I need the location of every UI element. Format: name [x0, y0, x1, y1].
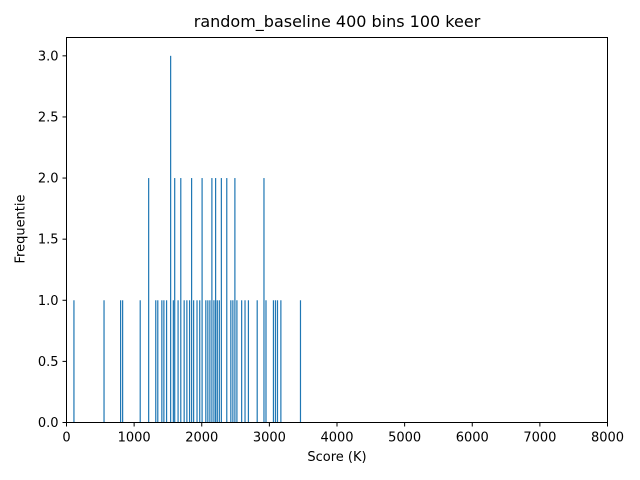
x-tick-label: 5000	[388, 431, 421, 446]
bar	[103, 300, 105, 423]
bar	[188, 300, 191, 423]
x-tick-label: 6000	[456, 431, 489, 446]
bar	[299, 300, 302, 423]
bar	[148, 178, 150, 423]
bar	[276, 300, 279, 423]
bar	[209, 300, 211, 423]
bar	[180, 178, 182, 423]
bar	[186, 300, 188, 423]
y-axis-label: Frequentie	[13, 194, 29, 264]
y-axis-ticks: 0.0 0.5 1.0 1.5 2.0 2.5 3.0	[38, 49, 67, 431]
bar	[241, 300, 243, 423]
y-tick-label: 3.0	[38, 49, 59, 64]
axes-frame	[66, 37, 608, 423]
x-tick-label: 8000	[591, 431, 624, 446]
x-tick-label: 4000	[320, 431, 353, 446]
bar	[272, 300, 275, 423]
chart-title: random_baseline 400 bins 100 keer	[193, 12, 481, 31]
bar	[244, 300, 246, 423]
bar	[280, 300, 282, 423]
x-tick-label: 3000	[253, 431, 286, 446]
bar	[232, 300, 234, 423]
bar	[120, 300, 122, 423]
bar	[207, 300, 209, 423]
x-tick-label: 0	[62, 431, 70, 446]
y-tick-label: 2.0	[38, 172, 59, 187]
bar	[213, 300, 215, 423]
bar	[191, 178, 193, 423]
bar	[165, 300, 168, 423]
bar	[263, 178, 265, 423]
bar	[161, 300, 163, 423]
bar	[201, 178, 203, 423]
bar	[236, 300, 238, 423]
bar	[73, 300, 75, 423]
bars-layer	[73, 55, 302, 423]
bar	[174, 178, 176, 423]
x-axis-ticks: 0 1000 2000 3000 4000 5000 6000 7000 8000	[62, 422, 624, 446]
bar	[183, 300, 185, 423]
bar	[247, 300, 250, 423]
bar	[220, 178, 222, 423]
bar	[211, 178, 213, 423]
x-tick-label: 7000	[523, 431, 556, 446]
x-tick-label: 2000	[185, 431, 218, 446]
bar	[177, 300, 179, 423]
y-tick-label: 0.0	[38, 416, 59, 431]
bar	[193, 300, 195, 423]
bar	[172, 300, 174, 423]
bar	[196, 300, 198, 423]
bar	[139, 300, 141, 423]
bar	[215, 178, 217, 423]
y-tick-label: 1.0	[38, 294, 59, 309]
bar	[122, 300, 124, 423]
bar	[155, 300, 157, 423]
bar	[218, 300, 220, 423]
y-tick-label: 2.5	[38, 110, 59, 125]
bar	[157, 300, 159, 423]
x-tick-label: 1000	[118, 431, 151, 446]
bar	[274, 300, 277, 423]
bar	[226, 178, 228, 423]
bar	[234, 178, 236, 423]
bar	[170, 55, 172, 423]
bar	[216, 300, 218, 423]
x-axis-label: Score (K)	[307, 450, 367, 465]
y-tick-label: 1.5	[38, 233, 59, 248]
bar	[205, 300, 207, 423]
bar	[265, 300, 267, 423]
bar	[163, 300, 165, 423]
bar	[199, 300, 201, 423]
bar	[256, 300, 258, 423]
y-tick-label: 0.5	[38, 355, 59, 370]
bar	[230, 300, 232, 423]
